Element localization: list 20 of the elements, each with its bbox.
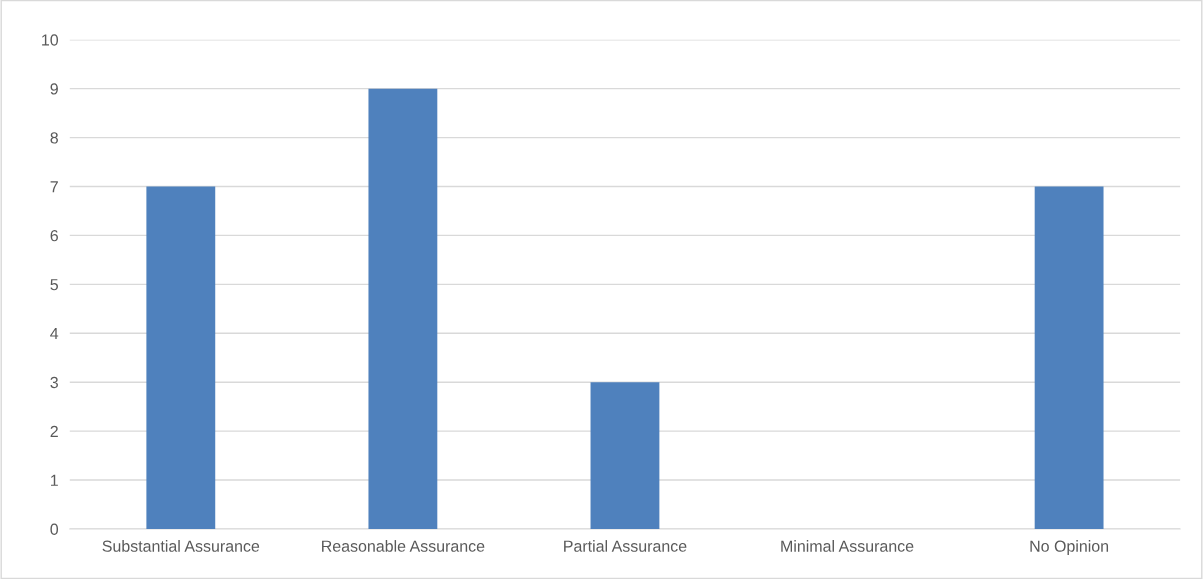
x-tick-label: Partial Assurance xyxy=(564,540,687,552)
x-tick-label: Substantial Assurance xyxy=(102,540,260,552)
y-tick-label: 6 xyxy=(50,230,58,242)
y-tick-label: 7 xyxy=(50,181,58,193)
y-tick-label: 3 xyxy=(50,376,58,389)
y-tick-label: 2 xyxy=(50,425,58,437)
y-tick-label: 1 xyxy=(51,474,58,486)
y-tick-label: 10 xyxy=(42,34,59,46)
y-tick-label: 5 xyxy=(50,279,58,291)
x-tick-label: Reasonable Assurance xyxy=(322,540,485,552)
y-tick-label: 9 xyxy=(50,83,58,95)
x-tick-label: Minimal Assurance xyxy=(781,540,914,552)
y-tick-label: 8 xyxy=(50,132,58,144)
y-tick-label: 0 xyxy=(50,523,59,535)
bar xyxy=(1034,186,1104,529)
bar xyxy=(590,382,660,529)
bar xyxy=(368,88,438,529)
bar xyxy=(146,186,216,529)
y-tick-label: 4 xyxy=(50,328,59,340)
x-tick-label: No Opinion xyxy=(1030,540,1109,555)
